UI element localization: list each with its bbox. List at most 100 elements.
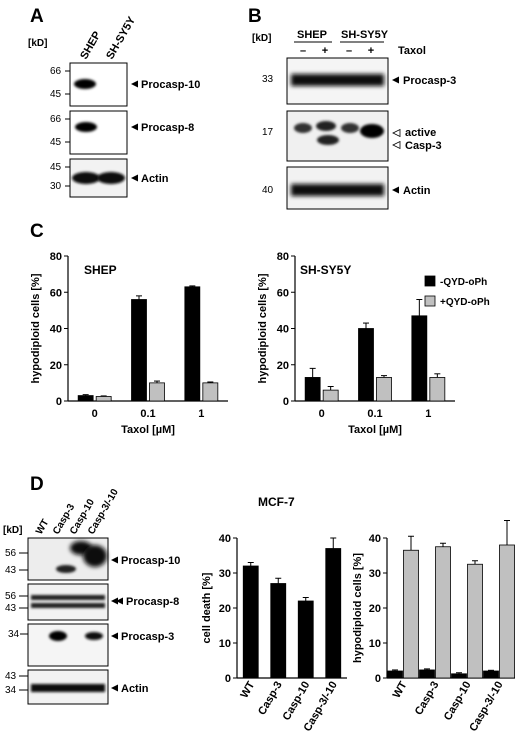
legend-label: -QYD-oPh: [440, 277, 487, 288]
x-tick-label: WT: [238, 679, 257, 700]
bar: [358, 328, 374, 402]
blot-a-actin: 45 30 Actin: [50, 158, 169, 198]
band: [31, 603, 105, 608]
band: [294, 123, 312, 133]
arrow-icon: [116, 597, 123, 605]
panel-c: C 0 20 40 60 80 hypodiploid cells [%] SHEP 0 0.1…: [30, 221, 490, 436]
x-tick-label: 1: [198, 408, 204, 420]
bar: [411, 315, 428, 402]
bar: [387, 670, 403, 679]
band: [31, 595, 105, 600]
bar: [95, 396, 112, 402]
x-axis-title: Taxol [µM]: [121, 424, 175, 436]
y-axis-title: hypodiploid cells [%]: [352, 553, 364, 663]
legend-c: -QYD-oPh +QYD-oPh: [424, 275, 490, 308]
bar: [304, 377, 321, 402]
band: [31, 684, 105, 692]
panel-a: A [kD] SHEP SH-SY5Y 66 45 Procasp-10 66 …: [28, 6, 200, 198]
band: [49, 631, 67, 641]
treatment-label: Taxol: [398, 45, 426, 57]
panel-d: D MCF-7 [kD] WT Casp-3 Casp-10 Casp-3/-1…: [3, 474, 515, 734]
bar: [184, 286, 201, 402]
arrow-icon: [111, 684, 118, 692]
bar: [322, 389, 339, 402]
band: [85, 632, 103, 640]
y-tick-label: 20: [50, 360, 62, 372]
arrow-icon: [392, 186, 399, 194]
band-label: Procasp-3: [403, 75, 456, 87]
y-tick-label: 0: [225, 673, 231, 685]
marker: 40: [262, 185, 274, 196]
marker: 45: [50, 137, 62, 148]
arrow-icon: [111, 632, 118, 640]
blot-d-actin: 43 34 Actin: [5, 669, 149, 705]
x-tick-label: 0.1: [367, 408, 382, 420]
chart-shep: 0 20 40 60 80 hypodiploid cells [%] SHEP 0 0.1 1 T…: [30, 251, 228, 436]
y-tick-label: 30: [219, 568, 231, 580]
bar: [242, 565, 259, 679]
lane-label-shep: SHEP: [78, 30, 103, 62]
panel-letter-b: B: [248, 6, 262, 27]
band: [317, 135, 339, 145]
marker: 66: [50, 114, 62, 125]
legend-swatch: [424, 295, 436, 307]
band-label: Procasp-3: [121, 631, 174, 643]
y-tick-label: 30: [369, 568, 381, 580]
arrow-icon: [131, 80, 138, 88]
group-label-shsy5y: SH-SY5Y: [341, 29, 389, 41]
y-tick-label: 0: [283, 396, 289, 408]
band: [341, 123, 359, 133]
x-tick-label: Casp-3: [256, 680, 285, 718]
y-tick-label: 0: [375, 673, 381, 685]
band: [83, 545, 107, 567]
band: [74, 79, 96, 89]
band: [360, 124, 384, 138]
arrow-icon: [131, 123, 138, 131]
panel-d-title: MCF-7: [258, 495, 295, 509]
bar: [467, 563, 483, 679]
x-axis-title: Taxol [µM]: [348, 424, 402, 436]
bar: [376, 377, 392, 402]
bar: [499, 544, 515, 679]
y-tick-label: 10: [369, 638, 381, 650]
open-arrow-icon: [392, 140, 401, 150]
arrow-icon: [111, 597, 118, 605]
sign: +: [322, 45, 328, 57]
bar: [429, 377, 446, 402]
legend-label: +QYD-oPh: [440, 297, 490, 308]
blot-frame: [69, 110, 128, 155]
bar: [435, 546, 451, 679]
y-tick-label: 40: [369, 533, 381, 545]
arrow-icon: [131, 174, 138, 182]
band: [72, 172, 100, 184]
band: [316, 121, 336, 131]
x-tick-label: Casp-3: [413, 680, 442, 718]
legend-swatch: [424, 275, 436, 287]
band-label: Procasp-10: [121, 555, 180, 567]
y-tick-label: 40: [50, 324, 62, 336]
band-label: Actin: [121, 683, 149, 695]
y-tick-label: 20: [277, 360, 289, 372]
marker: 30: [50, 181, 62, 192]
lane-label-shsy5y: SH-SY5Y: [104, 14, 138, 61]
chart-shsy5y: 0 20 40 60 80 hypodiploid cells [%] SH-SY5Y 0 0.…: [257, 251, 455, 436]
marker: 43: [5, 565, 17, 576]
bar: [297, 600, 314, 679]
kd-label-a: [kD]: [28, 38, 47, 49]
arrow-icon: [392, 76, 399, 84]
lane-label: WT: [34, 518, 51, 537]
kd-label-d: [kD]: [3, 525, 22, 536]
band-label: active: [405, 127, 436, 139]
bar: [270, 583, 287, 679]
marker: 45: [50, 162, 62, 173]
marker: 56: [5, 591, 17, 602]
band: [75, 122, 97, 132]
open-arrow-icon: [392, 128, 401, 138]
marker: 34: [8, 629, 20, 640]
panel-letter-d: D: [30, 474, 44, 495]
sign: –: [346, 45, 352, 57]
band: [97, 172, 125, 184]
y-axis-title: hypodiploid cells [%]: [257, 273, 269, 383]
blot-b-active-casp3: 17 active Casp-3: [262, 110, 442, 162]
